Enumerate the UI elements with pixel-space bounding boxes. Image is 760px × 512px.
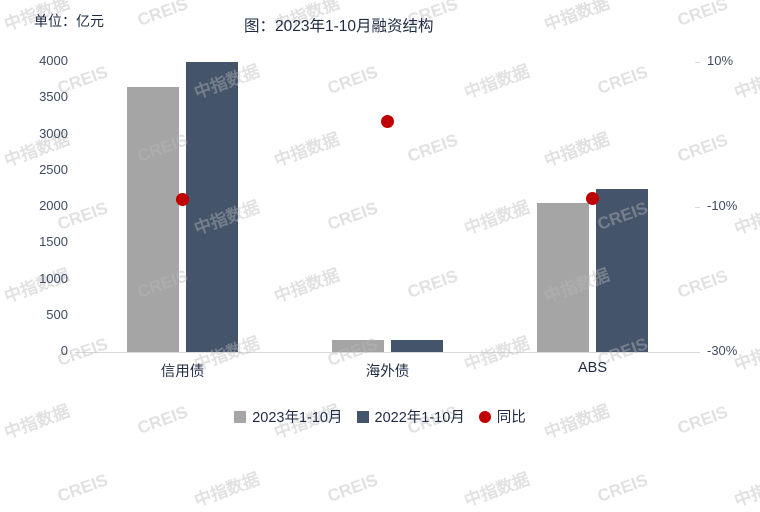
watermark-text: 中指数据	[461, 469, 533, 511]
y2-axis-tick	[695, 62, 700, 63]
legend-item-yoy[interactable]: 同比	[478, 406, 526, 427]
watermark-text: CREIS	[325, 470, 381, 506]
unit-label: 单位：亿元	[34, 13, 104, 29]
y-axis-tick	[75, 62, 80, 63]
legend-swatch-square-icon	[356, 410, 369, 423]
y-axis-tick	[75, 280, 80, 281]
bar-2023	[127, 87, 179, 352]
watermark-text: CREIS	[675, 0, 731, 30]
bar-2022	[391, 340, 443, 352]
watermark-text: CREIS	[55, 470, 111, 506]
legend-item-2023[interactable]: 2023年1-10月	[234, 406, 343, 427]
watermark-text: CREIS	[135, 0, 191, 30]
y-axis-tick-label: 4000	[39, 53, 68, 68]
bar-2022	[596, 188, 648, 352]
bar-2023	[332, 339, 384, 352]
x-axis-category-label: 信用债	[160, 364, 205, 380]
yoy-data-point	[176, 193, 189, 207]
chart-legend: 2023年1-10月 2022年1-10月 同比	[0, 406, 760, 427]
legend-label-yoy: 同比	[496, 410, 526, 426]
chart-title: 图：2023年1-10月融资结构	[244, 18, 434, 35]
watermark-text: CREIS	[595, 470, 651, 506]
watermark-text: 中指数据	[731, 61, 760, 103]
y-axis-tick	[75, 207, 80, 208]
x-axis-category-label: 海外债	[365, 364, 410, 380]
y-axis-tick-label: 3500	[39, 89, 68, 105]
y-axis-tick-label: 3000	[39, 125, 68, 141]
legend-label-2023: 2023年1-10月	[252, 410, 343, 426]
y-axis-tick	[75, 171, 80, 172]
y-axis-tick	[75, 316, 80, 317]
bar-2022	[186, 62, 238, 352]
legend-swatch-circle-icon	[478, 410, 491, 423]
y-axis-tick	[75, 243, 80, 244]
watermark-text: 中指数据	[731, 469, 760, 511]
legend-label-2022: 2022年1-10月	[374, 410, 465, 426]
y-axis-tick	[75, 135, 80, 136]
y-axis-tick-label: 2000	[39, 198, 68, 213]
y-axis-tick-label: 1000	[39, 270, 68, 286]
yoy-data-point	[381, 114, 394, 128]
y2-axis-tick	[695, 352, 700, 353]
y-axis-tick	[75, 352, 80, 353]
y-axis-tick-label: 1500	[39, 234, 68, 250]
y-axis-tick-label: 0	[60, 343, 68, 358]
y2-axis-tick-label: 10%	[707, 53, 734, 68]
y2-axis-tick-label: -30%	[707, 343, 738, 358]
y-axis-tick-label: 500	[46, 306, 68, 322]
legend-item-2022[interactable]: 2022年1-10月	[356, 406, 465, 427]
legend-swatch-square-icon	[234, 410, 247, 423]
x-axis-category-label: ABS	[577, 360, 607, 376]
yoy-data-point	[586, 191, 599, 205]
x-axis-line	[80, 352, 700, 353]
watermark-text: 中指数据	[541, 0, 613, 35]
y-axis-tick-label: 2500	[39, 161, 68, 177]
watermark-text: 中指数据	[191, 469, 263, 511]
bar-2023	[537, 203, 589, 352]
y2-axis-tick	[695, 207, 700, 208]
y-axis-tick	[75, 98, 80, 99]
y2-axis-tick-label: -10%	[707, 198, 738, 213]
